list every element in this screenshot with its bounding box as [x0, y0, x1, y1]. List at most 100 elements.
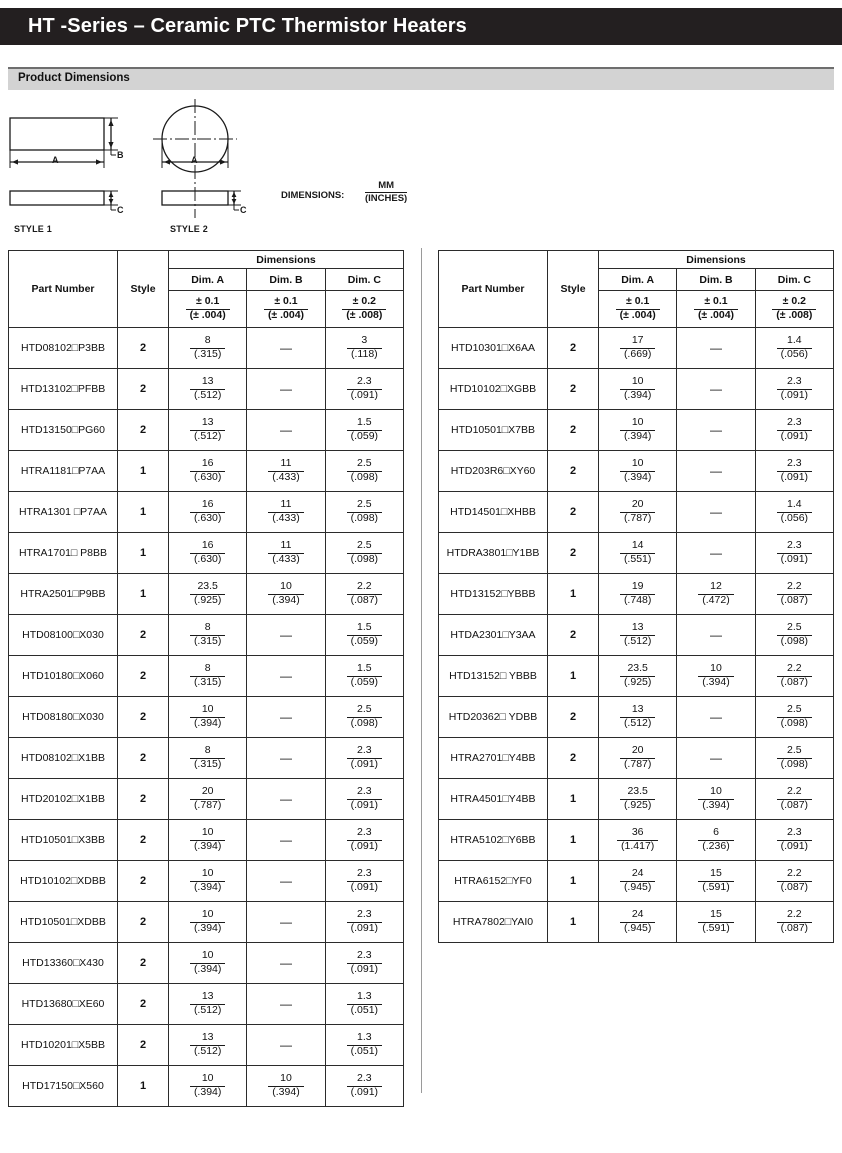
table-head: Part Number Style Dimensions Dim. A Dim.…: [8, 250, 405, 328]
cell-part-number: HTD10102□XDBB: [8, 860, 118, 902]
cell-style: 2: [547, 450, 599, 492]
dim-c-mm: 2.5: [346, 499, 383, 513]
dim-a-in: (.394): [623, 430, 652, 442]
table-header-row-3: ± 0.1 (± .004) ± 0.1 (± .004) ± 0.2 (± .…: [9, 290, 405, 328]
table-row: HTDRA3801□Y1BB 2 14 (.551) — 2.3 (.091): [438, 532, 835, 574]
tol-c-mm: ± 0.2: [342, 295, 387, 310]
cell-dim-c: 2.5 (.098): [324, 491, 405, 533]
cell-dim-c: 2.5 (.098): [754, 696, 835, 738]
dim-b-fraction: 15 (.591): [698, 909, 734, 934]
dim-c-in: (.087): [780, 881, 809, 893]
dim-c-fraction: 2.3 (.091): [346, 1073, 383, 1098]
dim-c-in: (.087): [780, 676, 809, 688]
dim-b-none: —: [279, 751, 292, 765]
dim-c-in: (.098): [780, 635, 809, 647]
dim-a-fraction: 10 (.394): [619, 376, 656, 401]
cell-dim-c: 1.5 (.059): [324, 614, 405, 656]
cell-dim-c: 2.3 (.091): [754, 368, 835, 410]
cell-dim-b: —: [676, 737, 756, 779]
dim-a-in: (.925): [623, 799, 652, 811]
dim-a-mm: 13: [189, 417, 226, 431]
page-title: HT -Series – Ceramic PTC Thermistor Heat…: [28, 15, 467, 37]
cell-dim-c: 2.2 (.087): [754, 778, 835, 820]
dim-c-fraction: 2.5 (.098): [346, 704, 383, 729]
dim-a-fraction: 23.5 (.925): [619, 663, 656, 688]
dim-c-mm: 2.5: [346, 540, 383, 554]
dim-c-fraction: 2.3 (.091): [346, 786, 383, 811]
cell-style: 2: [547, 368, 599, 410]
dim-b-in: (.394): [702, 676, 730, 688]
cell-dim-a: 13 (.512): [597, 696, 678, 738]
dim-a-in: (.512): [623, 717, 652, 729]
dim-a-mm: 10: [619, 376, 656, 390]
dim-a-in: (.394): [193, 881, 222, 893]
dim-c-mm: 2.3: [776, 827, 813, 841]
cell-dim-b: 15 (.591): [676, 860, 756, 902]
cell-dim-c: 2.5 (.098): [754, 737, 835, 779]
cell-dim-b: —: [676, 327, 756, 369]
dim-a-mm: 10: [619, 458, 656, 472]
cell-dim-c: 2.5 (.098): [324, 696, 405, 738]
cell-part-number: HTD13360□X430: [8, 942, 118, 984]
dim-c-in: (.091): [350, 922, 379, 934]
dim-a-in: (.787): [623, 758, 652, 770]
cell-dim-a: 13 (.512): [167, 368, 248, 410]
dim-b-none: —: [709, 546, 722, 560]
cell-dim-c: 2.2 (.087): [324, 573, 405, 615]
dim-a-mm: 13: [189, 1032, 226, 1046]
dim-c-mm: 2.5: [776, 745, 813, 759]
dim-b-fraction: 11 (.433): [268, 540, 304, 565]
cell-dim-b: 10 (.394): [246, 573, 326, 615]
cell-style: 1: [117, 491, 169, 533]
dim-a-mm: 13: [619, 704, 656, 718]
dim-a-fraction: 10 (.394): [619, 458, 656, 483]
table-row: HTD13152□ YBBB 1 23.5 (.925) 10 (.394) 2.2 (.08…: [438, 655, 835, 697]
table-row: HTRA1701□ P8BB 1 16 (.630) 11 (.433) 2.5 (.098): [8, 532, 405, 574]
dim-a-mm: 10: [189, 950, 226, 964]
cell-style: 2: [547, 409, 599, 451]
col-header-dim-b: Dim. B: [676, 268, 756, 291]
dim-c-fraction: 1.5 (.059): [346, 663, 383, 688]
dim-c-in: (.098): [350, 471, 379, 483]
dim-c-in: (.051): [350, 1045, 379, 1057]
table-row: HTRA1181□P7AA 1 16 (.630) 11 (.433) 2.5 (.098): [8, 450, 405, 492]
dim-b-none: —: [279, 833, 292, 847]
dim-a-in: (.512): [193, 1045, 222, 1057]
dim-c-in: (.056): [780, 348, 809, 360]
dim-c-fraction: 2.3 (.091): [776, 376, 813, 401]
dim-c-mm: 2.2: [346, 581, 383, 595]
cell-dim-c: 2.3 (.091): [754, 532, 835, 574]
dim-c-in: (.091): [350, 389, 379, 401]
dim-a-fraction: 20 (.787): [619, 745, 656, 770]
dim-c-fraction: 2.5 (.098): [776, 745, 813, 770]
dim-a-fraction: 16 (.630): [189, 499, 226, 524]
dim-c-in: (.087): [780, 594, 809, 606]
cell-dim-b: —: [676, 368, 756, 410]
tol-b-in: (± .004): [267, 309, 305, 321]
style1-dim-a-label: A: [52, 155, 59, 165]
dim-c-in: (.059): [350, 635, 379, 647]
cell-style: 2: [547, 614, 599, 656]
col-header-dimensions: Dimensions: [168, 250, 404, 269]
dim-b-none: —: [279, 382, 292, 396]
table-header-row-1: Part Number Style Dimensions: [438, 250, 834, 328]
dim-a-in: (.394): [193, 1086, 222, 1098]
cell-dim-a: 17 (.669): [597, 327, 678, 369]
cell-dim-a: 20 (.787): [167, 778, 248, 820]
dim-c-mm: 2.3: [346, 786, 383, 800]
table-row: HTD20362□ YDBB 2 13 (.512) — 2.5 (.098): [438, 696, 835, 738]
cell-dim-b: —: [246, 327, 326, 369]
cell-part-number: HTRA4501□Y4BB: [438, 778, 548, 820]
dim-c-fraction: 3 (.118): [347, 335, 382, 360]
cell-dim-a: 10 (.394): [167, 696, 248, 738]
cell-dim-b: —: [676, 450, 756, 492]
dim-b-in: (.394): [272, 594, 300, 606]
dim-c-in: (.091): [780, 840, 809, 852]
dim-c-fraction: 2.5 (.098): [346, 540, 383, 565]
dim-a-mm: 16: [189, 540, 226, 554]
cell-dim-c: 2.3 (.091): [324, 1065, 405, 1107]
cell-style: 2: [117, 778, 169, 820]
style2-dim-c-label: C: [240, 205, 247, 215]
dim-a-in: (.945): [623, 881, 652, 893]
cell-style: 1: [547, 860, 599, 902]
